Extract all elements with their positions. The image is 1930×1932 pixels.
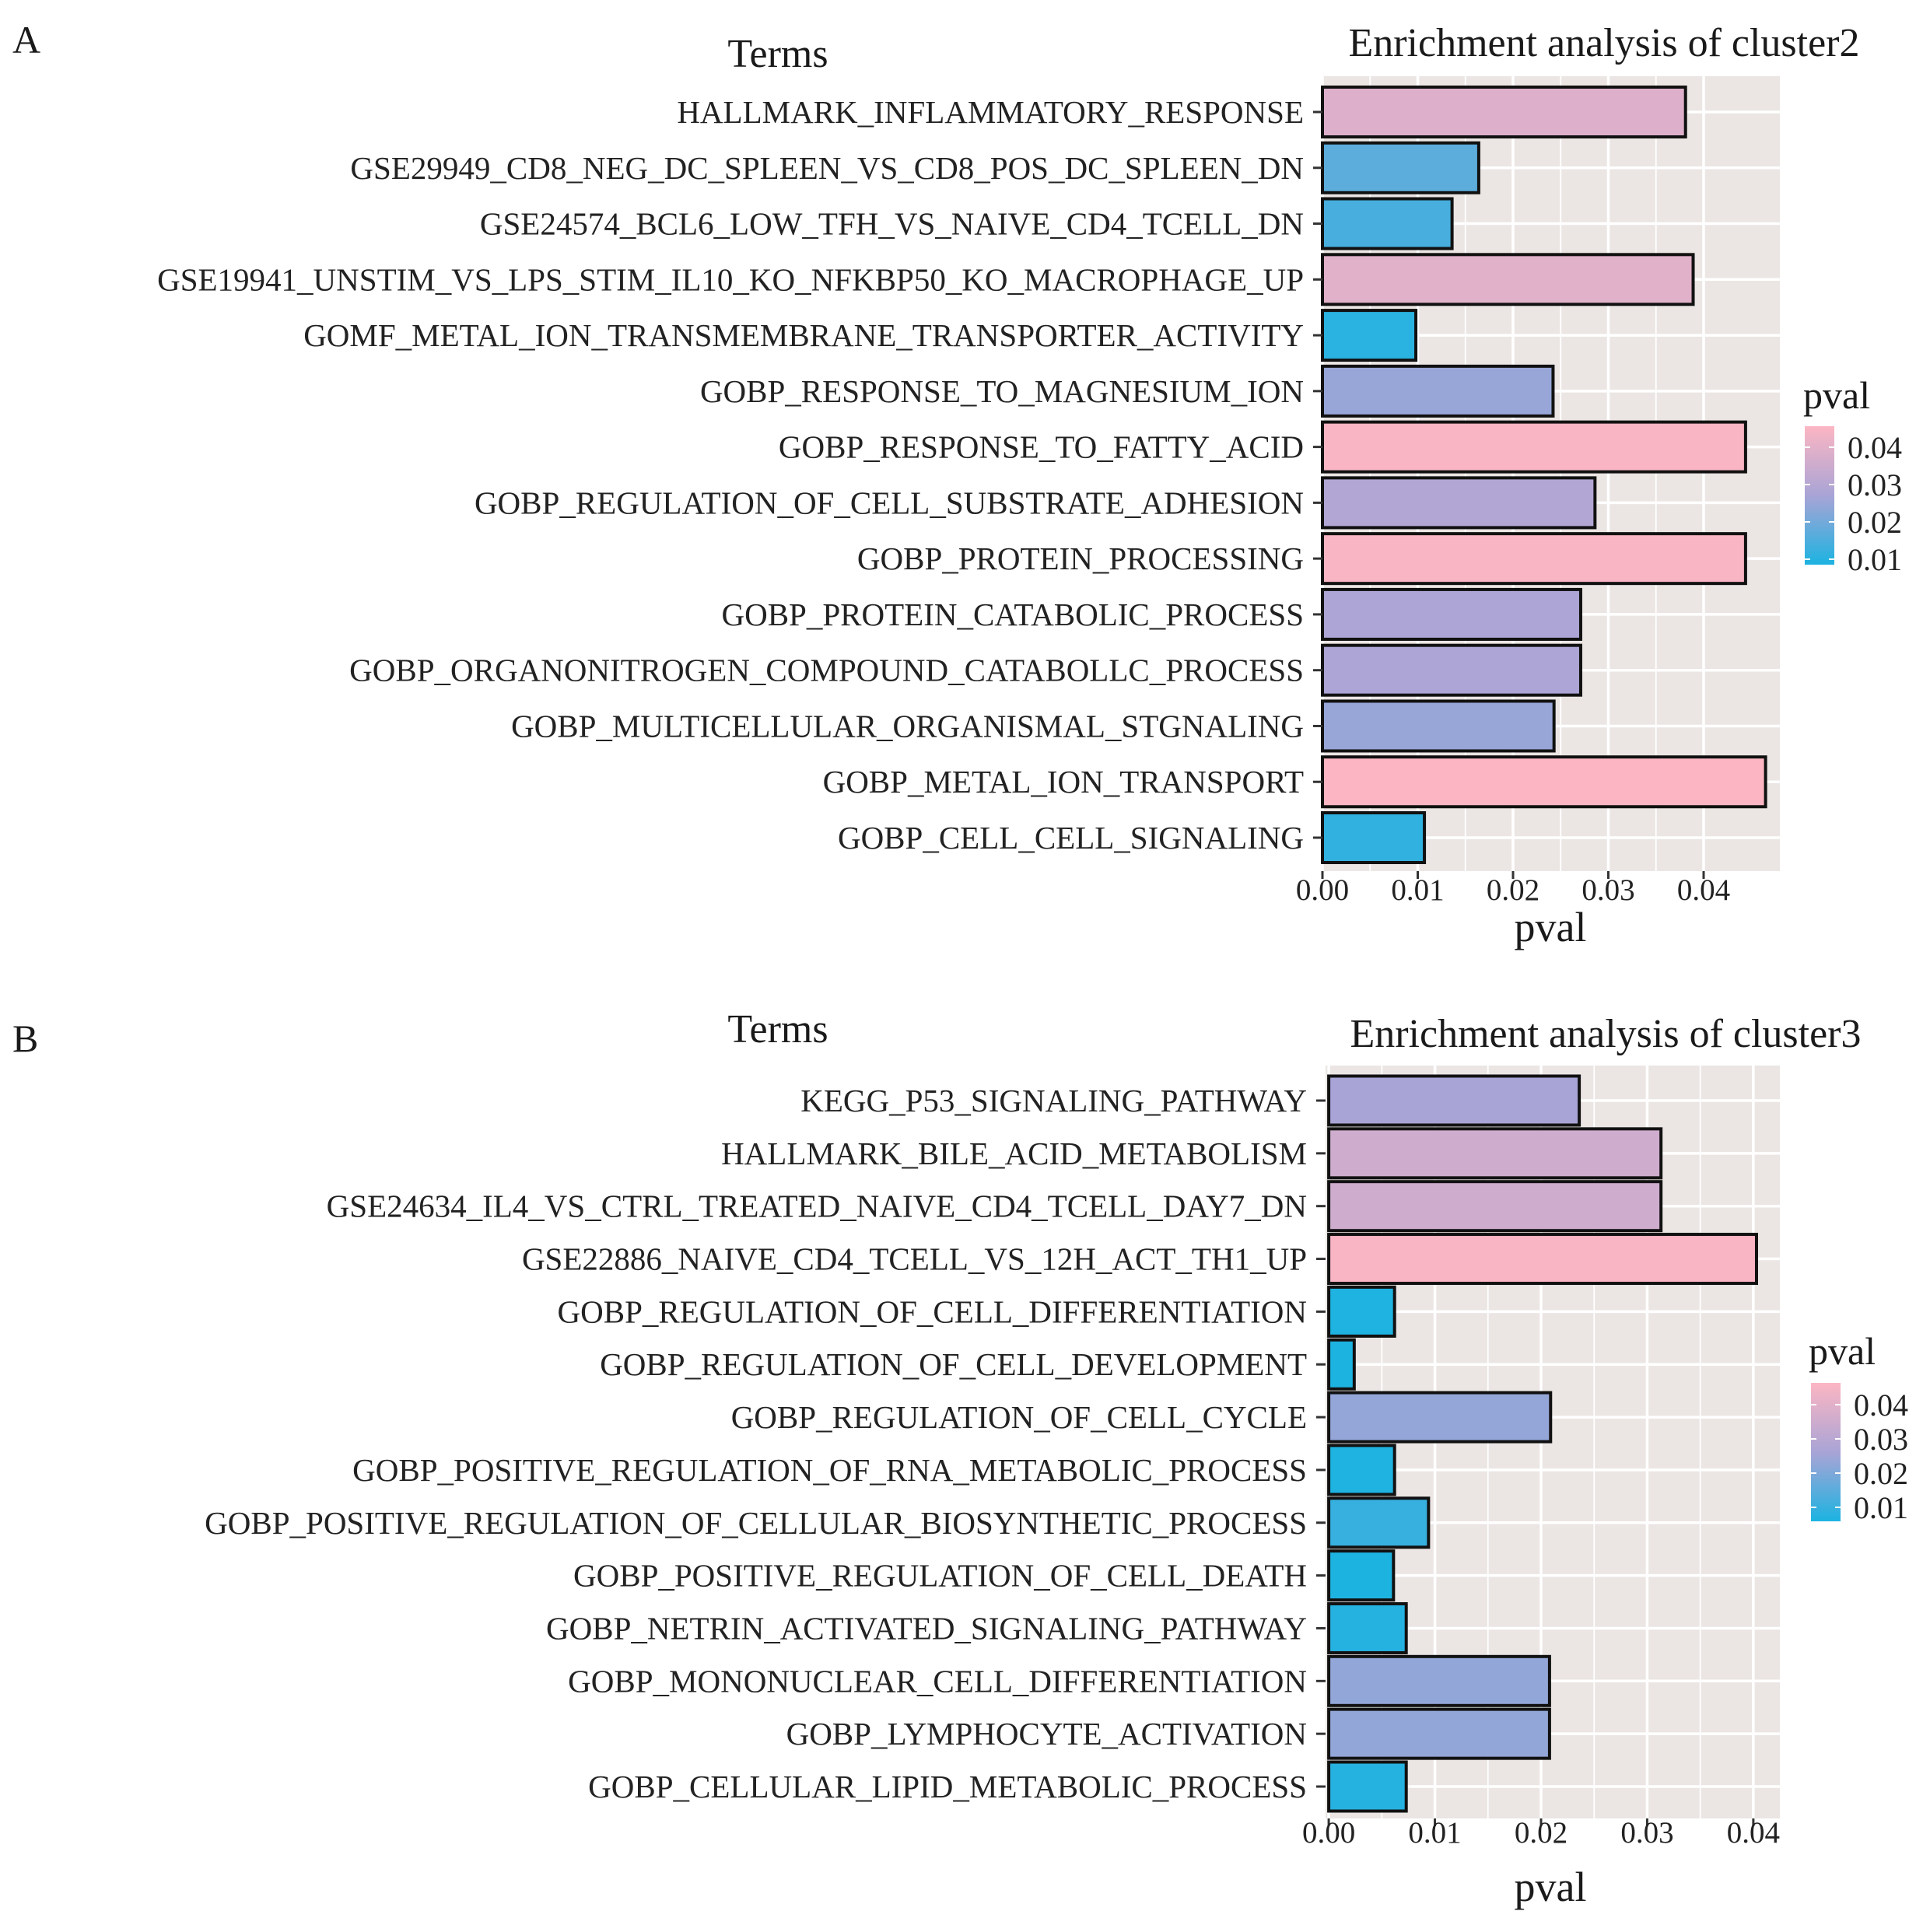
legend-tick-label: 0.02 (1854, 1456, 1908, 1491)
y-tick-labels: KEGG_P53_SIGNALING_PATHWAY HALLMARK_BILE_… (205, 1083, 1326, 1804)
y-tick-label: GOBP_MONONUCLEAR_CELL_DIFFERENTIATION (568, 1663, 1307, 1699)
y-tick-label: GOBP_PROTEIN_CATABOLIC_PROCESS (721, 597, 1304, 632)
bar (1327, 1496, 1431, 1549)
x-tick-label: 0.01 (1391, 873, 1444, 907)
bar (1321, 587, 1582, 641)
y-tick-label: GOBP_CELL_CELL_SIGNALING (838, 820, 1304, 856)
y-tick-label: GOBP_MULTICELLULAR_ORGANISMAL_STGNALING (511, 708, 1304, 744)
y-tick-label: GOBP_REGULATION_OF_CELL_CYCLE (731, 1399, 1307, 1435)
panel-b: B Terms Enrichment analysis of cluster3 … (12, 1007, 1908, 1910)
y-tick-label: GOBP_CELLULAR_LIPID_METABOLIC_PROCESS (588, 1769, 1307, 1804)
x-ticks: 0.00 0.01 0.02 0.03 0.04 (1302, 1816, 1780, 1850)
bar (1321, 699, 1556, 753)
legend: pval 0.040.030.020.01 (1809, 1329, 1908, 1525)
y-tick-label: HALLMARK_INFLAMMATORY_RESPONSE (677, 94, 1304, 130)
x-tick-label: 0.04 (1727, 1816, 1780, 1850)
legend-tick-label: 0.01 (1848, 542, 1902, 577)
bar (1327, 1127, 1663, 1180)
x-tick-label: 0.00 (1296, 873, 1349, 907)
legend-ticks: 0.040.030.020.01 (1811, 1388, 1908, 1525)
y-tick-labels: HALLMARK_INFLAMMATORY_RESPONSE GSE29949_C… (157, 94, 1322, 856)
x-ticks: 0.00 0.01 0.02 0.03 0.04 (1296, 871, 1730, 907)
x-tick-label: 0.02 (1487, 873, 1539, 907)
bar (1321, 364, 1555, 418)
bar (1321, 141, 1480, 194)
bar (1321, 811, 1427, 864)
legend-tick-label: 0.04 (1848, 430, 1902, 465)
y-tick-label: GOBP_PROTEIN_PROCESSING (857, 541, 1304, 576)
y-tick-label: GOBP_RESPONSE_TO_FATTY_ACID (779, 429, 1304, 465)
bar (1327, 1654, 1551, 1707)
bar (1321, 420, 1747, 474)
legend-colorbar (1811, 1383, 1841, 1521)
y-tick-label: KEGG_P53_SIGNALING_PATHWAY (800, 1083, 1307, 1118)
x-tick-label: 0.03 (1581, 873, 1634, 907)
legend-title: pval (1809, 1329, 1876, 1373)
y-tick-label: GOBP_REGULATION_OF_CELL_DIFFERENTIATION (558, 1293, 1307, 1329)
x-tick-label: 0.01 (1408, 1816, 1461, 1850)
bar (1321, 532, 1747, 586)
bar (1321, 253, 1695, 306)
bar (1327, 1391, 1553, 1444)
legend-tick-label: 0.01 (1854, 1490, 1908, 1525)
y-axis-label: Terms (727, 1007, 828, 1052)
chart-title: Enrichment analysis of cluster3 (1350, 1012, 1861, 1056)
chart-title: Enrichment analysis of cluster2 (1348, 21, 1859, 65)
y-tick-label: GOBP_LYMPHOCYTE_ACTIVATION (786, 1716, 1307, 1752)
y-tick-label: GOBP_REGULATION_OF_CELL_DEVELOPMENT (600, 1346, 1307, 1382)
x-tick-label: 0.04 (1677, 873, 1730, 907)
bar (1327, 1601, 1408, 1654)
y-tick-label: HALLMARK_BILE_ACID_METABOLISM (721, 1136, 1307, 1171)
y-tick-label: GSE19941_UNSTIM_VS_LPS_STIM_IL10_KO_NFKB… (157, 261, 1304, 297)
x-axis-label: pval (1515, 904, 1587, 950)
bar (1327, 1444, 1396, 1496)
y-axis-label: Terms (727, 32, 828, 76)
y-tick-label: GOBP_ORGANONITROGEN_COMPOUND_CATABOLLC_P… (349, 653, 1304, 688)
y-tick-label: GOBP_RESPONSE_TO_MAGNESIUM_ION (700, 373, 1304, 409)
legend-colorbar (1805, 426, 1834, 565)
bar (1321, 755, 1767, 809)
legend-tick-label: 0.03 (1854, 1422, 1908, 1457)
y-tick-label: GSE24634_IL4_VS_CTRL_TREATED_NAIVE_CD4_T… (327, 1188, 1307, 1224)
legend-ticks: 0.040.030.020.01 (1805, 430, 1902, 577)
y-tick-label: GOBP_METAL_ION_TRANSPORT (823, 764, 1304, 800)
bars (1321, 86, 1767, 864)
bars (1327, 1074, 1758, 1813)
bar (1321, 86, 1687, 138)
bar (1327, 1760, 1408, 1813)
legend-title: pval (1803, 373, 1870, 417)
x-tick-label: 0.03 (1620, 1816, 1673, 1850)
bar (1327, 1707, 1551, 1760)
x-tick-label: 0.00 (1302, 1816, 1355, 1850)
panel-label: B (12, 1017, 38, 1060)
bar (1327, 1233, 1758, 1286)
bar (1321, 309, 1418, 362)
bar (1321, 197, 1454, 250)
bar (1327, 1338, 1356, 1391)
y-tick-label: GOBP_POSITIVE_REGULATION_OF_CELLULAR_BIO… (205, 1505, 1307, 1541)
bar (1327, 1285, 1396, 1338)
y-tick-label: GOBP_POSITIVE_REGULATION_OF_CELL_DEATH (573, 1558, 1307, 1594)
y-tick-label: GOBP_POSITIVE_REGULATION_OF_RNA_METABOLI… (352, 1452, 1307, 1488)
panel-a: A Terms Enrichment analysis of cluster2 … (12, 18, 1902, 950)
y-tick-label: GSE22886_NAIVE_CD4_TCELL_VS_12H_ACT_TH1_… (522, 1241, 1307, 1277)
panel-label: A (12, 18, 40, 61)
y-tick-label: GOBP_REGULATION_OF_CELL_SUBSTRATE_ADHESI… (475, 485, 1304, 520)
bar (1321, 643, 1582, 697)
x-tick-label: 0.02 (1515, 1816, 1567, 1850)
bar (1327, 1180, 1663, 1233)
y-tick-label: GSE29949_CD8_NEG_DC_SPLEEN_VS_CD8_POS_DC… (350, 150, 1304, 186)
bar (1327, 1549, 1396, 1602)
legend: pval 0.040.030.020.01 (1803, 373, 1902, 577)
legend-tick-label: 0.04 (1854, 1388, 1908, 1423)
legend-tick-label: 0.02 (1848, 505, 1902, 540)
y-tick-label: GOMF_METAL_ION_TRANSMEMBRANE_TRANSPORTER… (303, 317, 1304, 353)
bar (1327, 1074, 1581, 1127)
legend-tick-label: 0.03 (1848, 467, 1902, 502)
bar (1321, 476, 1597, 530)
y-tick-label: GSE24574_BCL6_LOW_TFH_VS_NAIVE_CD4_TCELL… (480, 206, 1304, 242)
y-tick-label: GOBP_NETRIN_ACTIVATED_SIGNALING_PATHWAY (546, 1610, 1307, 1646)
x-axis-label: pval (1515, 1864, 1587, 1910)
